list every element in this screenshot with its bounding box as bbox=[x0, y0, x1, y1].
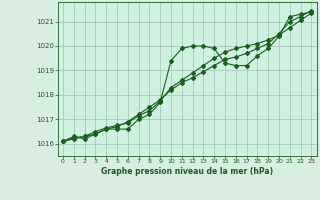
X-axis label: Graphe pression niveau de la mer (hPa): Graphe pression niveau de la mer (hPa) bbox=[101, 167, 273, 176]
